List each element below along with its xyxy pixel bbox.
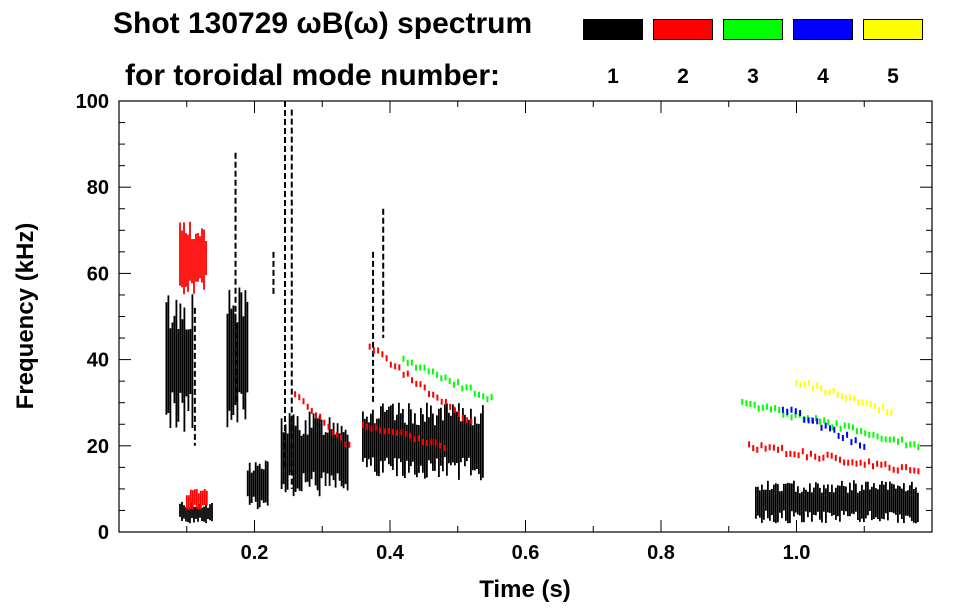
mode-2-track-2 — [294, 391, 351, 448]
legend-label-mode-3: 3 — [747, 65, 759, 88]
mode-2-track-3 — [361, 421, 446, 451]
mode-2-blob-2 — [185, 489, 208, 510]
plot-marks — [165, 101, 920, 524]
mode-2-blob-1 — [179, 221, 207, 295]
series-mode-5 — [795, 379, 893, 416]
mode-1-blob-5 — [362, 402, 484, 481]
chart-title-line-1: Shot 130729 ωB(ω) spectrum — [113, 7, 533, 40]
legend-label-mode-2: 2 — [677, 65, 689, 88]
mode-2-track-4 — [748, 441, 920, 475]
legend-swatch-mode-5 — [863, 19, 923, 40]
legend-swatch-mode-2 — [653, 19, 713, 40]
series-mode-4 — [781, 406, 866, 450]
series-mode-3 — [402, 355, 920, 451]
series-mode-2 — [179, 221, 920, 510]
x-tick-label: 0.8 — [647, 542, 675, 564]
y-tick-label: 100 — [76, 91, 109, 113]
x-tick-label: 0.6 — [512, 542, 540, 564]
y-tick-label: 80 — [87, 177, 109, 199]
y-axis-label: Frequency (kHz) — [12, 223, 39, 410]
mode-1-blob-1 — [165, 294, 194, 432]
legend-label-mode-4: 4 — [817, 65, 829, 88]
mode-2-track-1 — [368, 343, 473, 425]
legend-swatch-mode-4 — [793, 19, 853, 40]
series-mode-1 — [165, 101, 919, 524]
mode-5-track-1 — [795, 379, 893, 416]
x-tick-label: 0.2 — [241, 542, 269, 564]
legend-swatch-mode-3 — [723, 19, 783, 40]
mode-1-blob-6 — [179, 501, 213, 524]
axes: 0.2 0.4 0.6 0.8 1.0 0 20 40 60 80 100 — [76, 91, 932, 564]
y-tick-label: 20 — [87, 436, 109, 458]
legend-swatch-mode-1 — [583, 19, 643, 40]
y-tick-label: 40 — [87, 350, 109, 372]
legend-label-mode-5: 5 — [887, 65, 899, 88]
y-tick-label: 0 — [98, 522, 109, 544]
chart-title-line-2: for toroidal mode number: — [125, 59, 500, 92]
x-axis-label: Time (s) — [479, 576, 571, 603]
mode-3-track-2 — [741, 398, 920, 451]
x-tick-label: 1.0 — [783, 542, 811, 564]
y-tick-label: 60 — [87, 263, 109, 285]
mode-4-track-1 — [781, 406, 866, 450]
legend-label-mode-1: 1 — [607, 65, 619, 88]
mode-1-blob-7 — [755, 480, 919, 524]
mode-3-track-1 — [402, 355, 493, 403]
mode-1-blob-3 — [246, 460, 269, 510]
x-tick-label: 0.4 — [376, 542, 405, 564]
mode-1-blob-4 — [280, 411, 349, 497]
mode-1-blob-2 — [226, 287, 249, 428]
